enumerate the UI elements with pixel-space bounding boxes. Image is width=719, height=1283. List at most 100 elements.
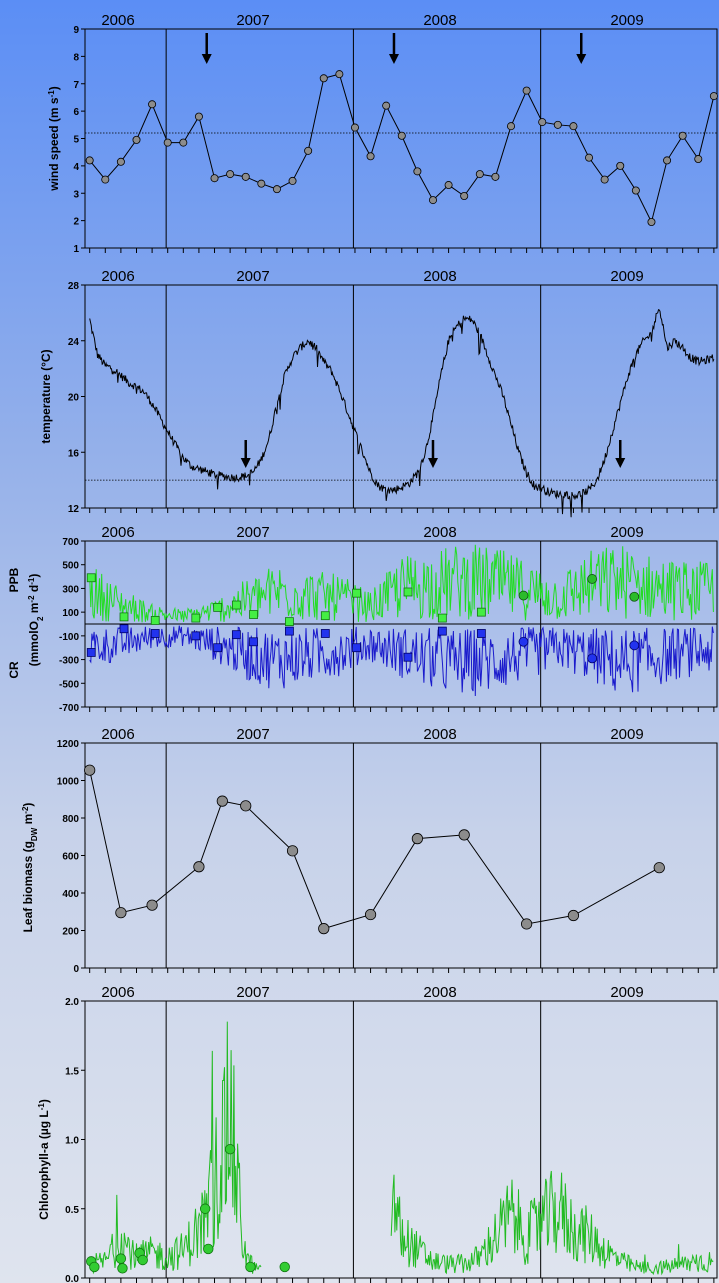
- arrow-head: [427, 458, 438, 468]
- y-axis-units-label-part: -1: [27, 577, 36, 585]
- data-point: [304, 146, 313, 155]
- y-axis-label-part: Leaf biomass (g: [21, 841, 35, 932]
- y-tick-label: 28: [68, 281, 80, 292]
- y-tick-label: 4: [73, 162, 79, 173]
- data-point: [210, 174, 219, 183]
- ppb-point: [629, 591, 640, 602]
- y-tick-label: 0: [73, 964, 79, 975]
- y-axis-units-label-part: m: [27, 603, 41, 617]
- cr-point: [518, 636, 529, 647]
- y-tick-label: 2: [73, 217, 79, 228]
- data-point: [335, 70, 344, 79]
- plot-frame: [84, 1000, 718, 1279]
- ppb-point: [231, 600, 241, 610]
- panel-leaf: 2006 2007 2008 2009 0 200 400 600 800 1000 1200 Lea…: [21, 726, 718, 975]
- arrow-head: [388, 54, 399, 64]
- cr-point: [191, 631, 201, 641]
- data-point: [616, 161, 625, 170]
- data-point: [319, 74, 328, 83]
- y-tick-label: 800: [62, 814, 79, 825]
- data-point: [364, 908, 377, 921]
- data-point: [163, 138, 172, 147]
- y-tick-label: 8: [73, 52, 79, 63]
- data-point: [647, 217, 656, 226]
- y-axis-label-part: -1: [47, 90, 56, 98]
- y-tick-label: 5: [73, 135, 79, 146]
- data-point: [600, 175, 609, 184]
- data-point: [458, 829, 470, 841]
- year-label-2008: 2008: [423, 524, 456, 541]
- panel-chlorophyll: 2006 2007 2008 2009 0.0 0.5 1.0 1.5 2.0 Chlorophy…: [37, 984, 718, 1283]
- y-axis-label-part: m: [21, 814, 35, 828]
- data-point: [567, 909, 580, 922]
- data-point: [428, 196, 437, 205]
- series-line: [89, 770, 660, 930]
- panel-temperature: 2006 2007 2008 2009 12 16 20 24 28 temperature (°…: [39, 268, 718, 518]
- data-point: [115, 1253, 127, 1264]
- y-tick-label: 1.5: [65, 1066, 79, 1077]
- ppb-point: [403, 587, 413, 597]
- ppb-point: [476, 607, 486, 617]
- year-label-2006: 2006: [101, 12, 134, 29]
- y-axis-label-part: -1: [37, 1103, 46, 1111]
- data-point: [286, 845, 299, 857]
- year-label-2006: 2006: [101, 984, 134, 1001]
- year-label-2008: 2008: [423, 984, 456, 1001]
- data-point: [521, 918, 533, 930]
- data-point: [115, 907, 127, 919]
- cr-point: [437, 626, 447, 636]
- data-point: [475, 170, 484, 179]
- y-axis-units-label: (mmolO2 m-2 d-1): [27, 574, 45, 667]
- data-point: [179, 138, 188, 147]
- data-point: [224, 1143, 236, 1155]
- arrow-head: [201, 54, 212, 64]
- data-point: [85, 156, 94, 165]
- y-axis-label-part: -2: [21, 806, 30, 814]
- data-point: [146, 899, 158, 911]
- y-axis-units-label-part: -2: [27, 595, 36, 603]
- y-tick-label: 6: [73, 107, 79, 118]
- data-point: [89, 1261, 100, 1273]
- year-label-2009: 2009: [610, 984, 643, 1001]
- y-axis-label-part: ): [21, 803, 35, 807]
- ppb-point: [150, 616, 160, 625]
- ppb-point: [320, 611, 330, 621]
- ppb-point: [437, 613, 447, 623]
- cr-point: [403, 652, 413, 662]
- data-point: [382, 101, 391, 110]
- plot-frame: [84, 742, 718, 969]
- ppb-point: [518, 590, 529, 601]
- y-axis-label: temperature (°C): [39, 349, 53, 443]
- y-tick-label: -100: [59, 632, 79, 643]
- data-point: [101, 175, 110, 184]
- data-point: [240, 800, 252, 812]
- data-point: [194, 112, 203, 121]
- data-point: [491, 172, 500, 181]
- cr-point: [150, 629, 160, 638]
- data-point: [507, 122, 516, 131]
- year-label-2006: 2006: [101, 524, 134, 541]
- y-tick-label: 0.5: [65, 1205, 79, 1216]
- series-line: [89, 309, 715, 518]
- cr-point: [86, 648, 96, 657]
- y-axis-label-part: ): [37, 1099, 51, 1103]
- ppb-point: [285, 617, 294, 627]
- data-point: [84, 764, 96, 776]
- y-axis-units-label-part: d: [27, 585, 41, 596]
- data-point: [132, 135, 141, 144]
- data-point: [116, 157, 125, 166]
- cr-point: [213, 643, 223, 653]
- year-label-2009: 2009: [610, 726, 643, 743]
- y-tick-label: 0.0: [65, 1274, 79, 1283]
- data-point: [397, 131, 406, 140]
- y-axis-units-label-part: (mmolO: [27, 621, 41, 666]
- y-tick-label: 12: [68, 504, 80, 515]
- ppb-series-line: [89, 544, 714, 624]
- year-label-2006: 2006: [101, 268, 134, 285]
- data-point: [709, 92, 718, 101]
- cr-point: [249, 637, 258, 647]
- data-point: [694, 155, 703, 164]
- data-point: [460, 191, 469, 200]
- y-tick-label: 2.0: [65, 997, 79, 1008]
